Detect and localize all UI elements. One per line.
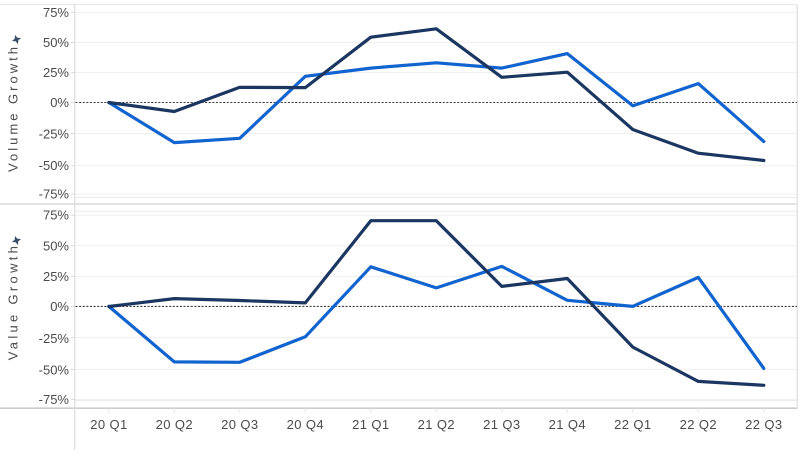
svg-text:-75%: -75% bbox=[39, 392, 70, 407]
svg-text:-25%: -25% bbox=[39, 331, 70, 346]
svg-text:21 Q2: 21 Q2 bbox=[418, 417, 455, 432]
svg-text:Volume Growth: Volume Growth bbox=[6, 44, 21, 172]
svg-text:20 Q3: 20 Q3 bbox=[221, 417, 258, 432]
svg-text:25%: 25% bbox=[43, 269, 69, 284]
svg-text:-25%: -25% bbox=[39, 127, 70, 142]
svg-text:50%: 50% bbox=[43, 35, 69, 50]
svg-text:21 Q3: 21 Q3 bbox=[483, 417, 520, 432]
svg-text:20 Q2: 20 Q2 bbox=[156, 417, 193, 432]
svg-text:-50%: -50% bbox=[39, 362, 70, 377]
svg-text:-50%: -50% bbox=[39, 158, 70, 173]
svg-text:22 Q2: 22 Q2 bbox=[680, 417, 717, 432]
svg-text:22 Q1: 22 Q1 bbox=[614, 417, 651, 432]
svg-text:50%: 50% bbox=[43, 239, 69, 254]
svg-text:75%: 75% bbox=[43, 5, 69, 20]
svg-text:20 Q1: 20 Q1 bbox=[90, 417, 127, 432]
svg-text:22 Q3: 22 Q3 bbox=[745, 417, 782, 432]
svg-text:0%: 0% bbox=[50, 95, 69, 110]
svg-text:75%: 75% bbox=[43, 208, 69, 223]
svg-text:-75%: -75% bbox=[39, 186, 70, 201]
svg-text:Value Growth: Value Growth bbox=[6, 243, 21, 360]
svg-text:0%: 0% bbox=[50, 299, 69, 314]
svg-text:20 Q4: 20 Q4 bbox=[287, 417, 324, 432]
svg-text:21 Q4: 21 Q4 bbox=[549, 417, 586, 432]
svg-text:25%: 25% bbox=[43, 65, 69, 80]
svg-text:21 Q1: 21 Q1 bbox=[352, 417, 389, 432]
